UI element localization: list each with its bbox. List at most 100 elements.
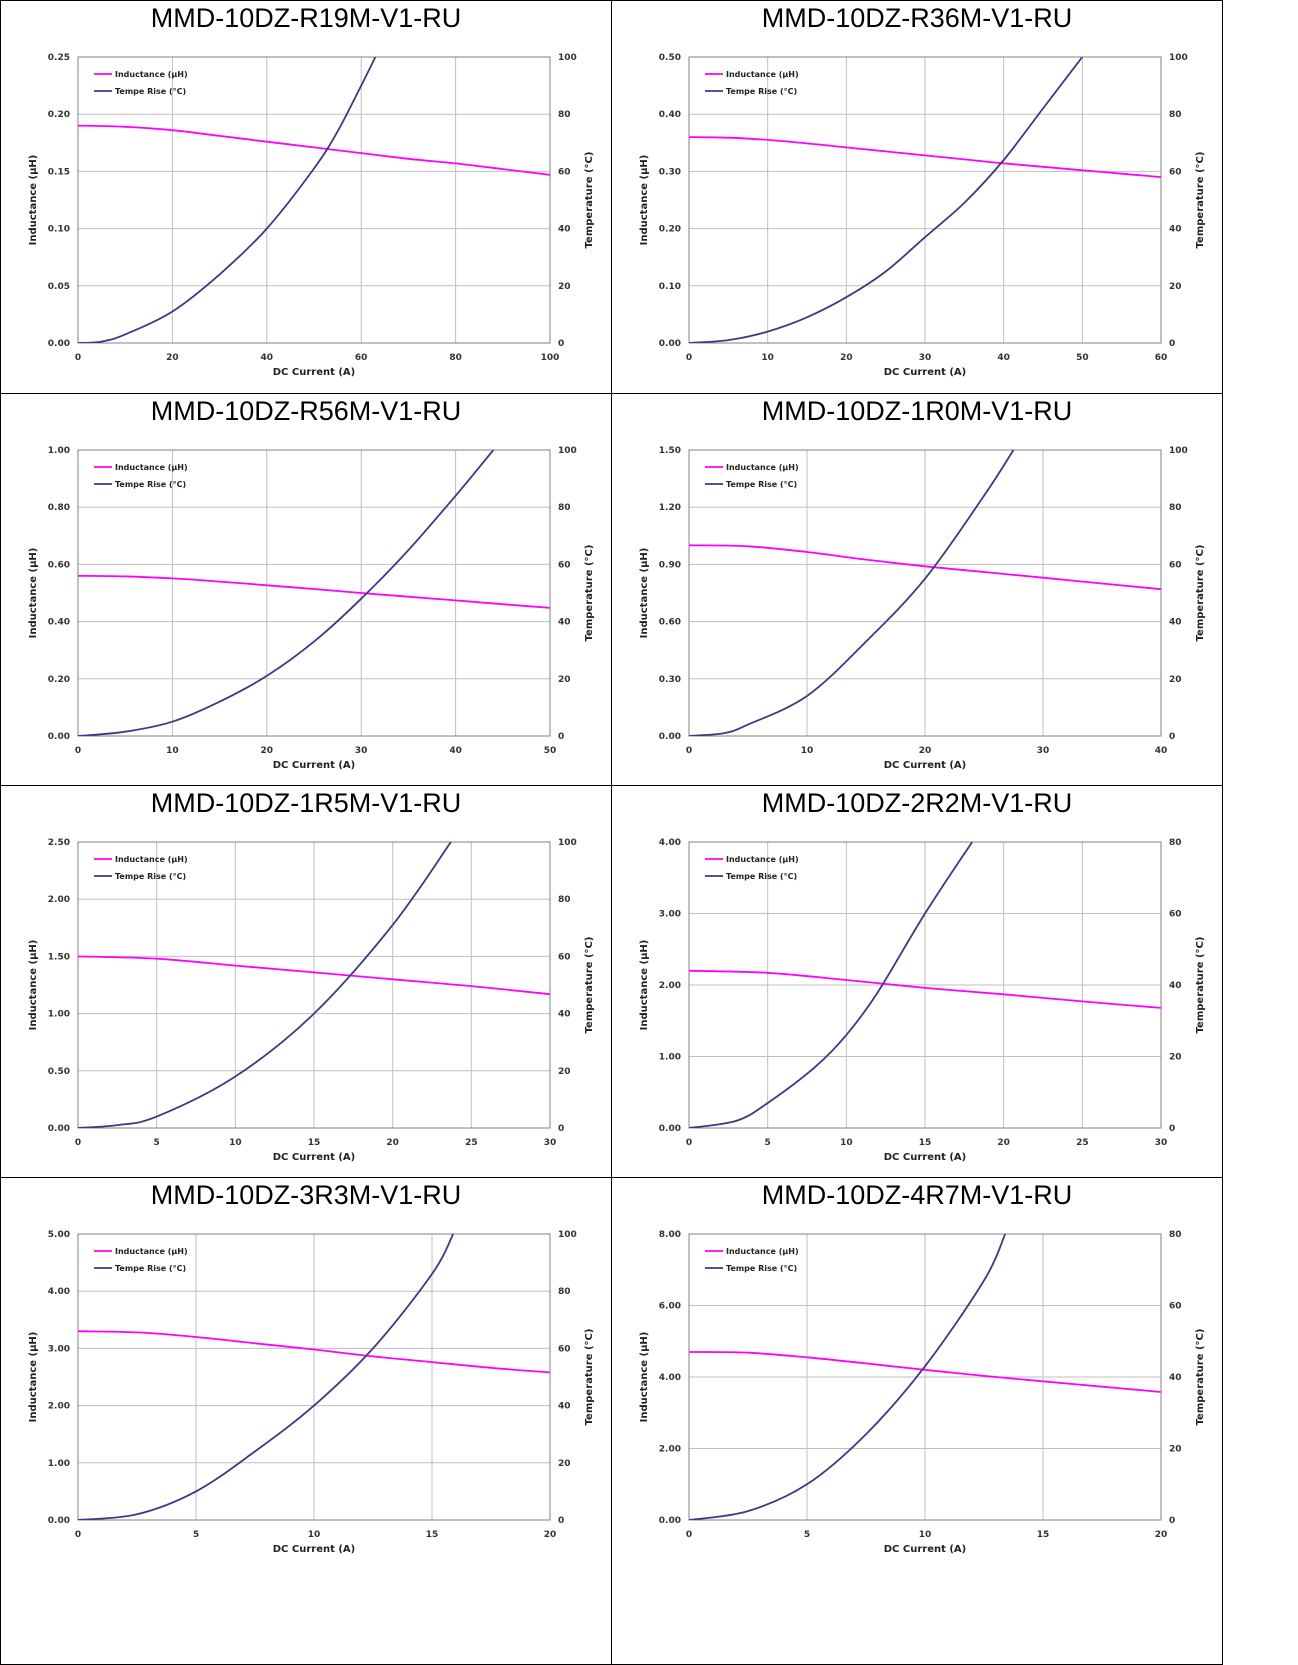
- y-right-tick-label: 100: [1169, 53, 1188, 63]
- chart-plot: 0 5 10 15 200.001.002.003.004.005.0002040608…: [28, 1230, 595, 1555]
- y-left-axis-label: Inductance (µH): [28, 155, 39, 246]
- y-right-tick-label: 100: [558, 838, 577, 848]
- x-axis-label: DC Current (A): [884, 367, 967, 378]
- y-left-tick-label: 0.15: [48, 167, 70, 177]
- legend-label: Inductance (µH): [726, 855, 799, 864]
- legend-label: Inductance (µH): [726, 70, 799, 79]
- y-left-tick-label: 4.00: [659, 1373, 681, 1383]
- y-left-tick-label: 5.00: [48, 1230, 70, 1240]
- x-tick-label: 20: [840, 353, 853, 363]
- y-left-axis-label: Inductance (µH): [639, 940, 650, 1031]
- x-tick-label: 25: [465, 1138, 478, 1148]
- x-tick-label: 20: [919, 746, 932, 756]
- x-tick-label: 100: [541, 353, 560, 363]
- x-tick-label: 80: [449, 353, 462, 363]
- y-right-tick-label: 40: [1169, 1373, 1182, 1383]
- y-left-axis-label: Inductance (µH): [28, 1332, 39, 1423]
- y-right-tick-label: 60: [558, 1344, 571, 1354]
- x-tick-label: 0: [75, 353, 81, 363]
- y-left-axis-label: Inductance (µH): [639, 548, 650, 639]
- legend-label: Tempe Rise (°C): [726, 872, 797, 881]
- x-axis-label: DC Current (A): [273, 1152, 356, 1163]
- y-right-tick-label: 40: [1169, 981, 1182, 991]
- chart-title: MMD-10DZ-R19M-V1-RU: [150, 3, 462, 33]
- x-tick-label: 20: [386, 1138, 399, 1148]
- chart-title: MMD-10DZ-3R3M-V1-RU: [150, 1180, 462, 1210]
- y-right-tick-label: 20: [1169, 1053, 1182, 1063]
- y-left-tick-label: 0.30: [659, 167, 681, 177]
- temperature-rise-series-line: [689, 842, 973, 1128]
- y-left-tick-label: 0.00: [48, 732, 70, 742]
- y-right-tick-label: 0: [558, 339, 564, 349]
- y-left-tick-label: 0.00: [659, 732, 681, 742]
- y-left-tick-label: 1.50: [659, 446, 681, 456]
- x-tick-label: 20: [261, 746, 274, 756]
- y-right-tick-label: 40: [558, 1010, 571, 1020]
- y-right-tick-label: 40: [1169, 618, 1182, 628]
- y-left-tick-label: 0.05: [48, 282, 70, 292]
- y-right-tick-label: 60: [558, 560, 571, 570]
- x-tick-label: 30: [544, 1138, 557, 1148]
- legend-label: Inductance (µH): [726, 1247, 799, 1256]
- x-axis-label: DC Current (A): [884, 760, 967, 771]
- x-axis-label: DC Current (A): [273, 1544, 356, 1555]
- x-tick-label: 0: [75, 746, 81, 756]
- temperature-rise-series-line: [689, 450, 1015, 736]
- y-left-tick-label: 6.00: [659, 1302, 681, 1312]
- x-tick-label: 15: [426, 1530, 439, 1540]
- y-right-tick-label: 60: [558, 952, 571, 962]
- y-right-tick-label: 40: [1169, 225, 1182, 235]
- x-tick-label: 60: [355, 353, 368, 363]
- x-axis-label: DC Current (A): [273, 760, 356, 771]
- plot-frame: [688, 56, 1162, 344]
- y-right-tick-label: 80: [1169, 110, 1182, 120]
- y-right-tick-label: 60: [558, 167, 571, 177]
- chart-cell: MMD-10DZ-1R5M-V1-RU 0 5 10 15 20 25 30 0.00 0.50 1…: [0, 785, 612, 1179]
- y-left-tick-label: 0.20: [48, 110, 70, 120]
- inductance-series-line: [78, 1330, 550, 1374]
- y-right-tick-label: 0: [1169, 732, 1175, 742]
- x-tick-label: 10: [308, 1530, 321, 1540]
- y-right-tick-label: 40: [558, 618, 571, 628]
- y-right-axis-label: Temperature (°C): [584, 545, 595, 642]
- x-tick-label: 10: [919, 1530, 932, 1540]
- y-left-tick-label: 0.00: [48, 1124, 70, 1134]
- x-tick-label: 5: [765, 1138, 771, 1148]
- y-left-tick-label: 0.00: [659, 1124, 681, 1134]
- y-left-tick-label: 1.00: [48, 1459, 70, 1469]
- chart-plot: 0 10 20 30 40 50 0.00 0.20 0.40 0.60 0.80 1.00 0 20 40…: [28, 446, 595, 771]
- y-left-tick-label: 0.10: [659, 282, 681, 292]
- x-tick-label: 5: [804, 1530, 810, 1540]
- x-axis-label: DC Current (A): [884, 1544, 967, 1555]
- x-tick-label: 10: [229, 1138, 242, 1148]
- x-tick-label: 40: [449, 746, 462, 756]
- x-tick-label: 0: [75, 1138, 81, 1148]
- x-axis-label: DC Current (A): [884, 1152, 967, 1163]
- chart-plot: 0 10 20 30 40 50 60 0.00 0.10 0.20 0.30 0.40 0.50 0 20…: [639, 53, 1206, 378]
- y-right-tick-label: 0: [1169, 339, 1175, 349]
- chart-plot: 0 5 10 15 20 25 30 0.00 1.00 2.00 3.00 4.00 0 20 40 60 8…: [639, 838, 1206, 1163]
- legend-label: Tempe Rise (°C): [115, 872, 186, 881]
- chart-plot: 0 5 10 15 20 25 30 0.00 0.50 1.00 1.50 2.00 2.50 0 20 4…: [28, 838, 595, 1163]
- x-tick-label: 50: [544, 746, 557, 756]
- plot-frame: [77, 841, 551, 1129]
- x-tick-label: 10: [840, 1138, 853, 1148]
- y-left-tick-label: 0.00: [659, 339, 681, 349]
- y-left-tick-label: 0.25: [48, 53, 70, 63]
- y-left-tick-label: 3.00: [659, 910, 681, 920]
- x-tick-label: 5: [193, 1530, 199, 1540]
- y-right-tick-label: 20: [558, 282, 571, 292]
- legend-label: Tempe Rise (°C): [115, 480, 186, 489]
- y-right-axis-label: Temperature (°C): [584, 937, 595, 1034]
- chart-title: MMD-10DZ-1R5M-V1-RU: [150, 788, 462, 818]
- y-left-tick-label: 0.60: [659, 618, 681, 628]
- y-left-tick-label: 8.00: [659, 1230, 681, 1240]
- chart-plot: 0 20 40 60 80 100 0.00 0.05 0.10 0.15 0.20 0.25 0 20 4…: [28, 53, 595, 378]
- legend-label: Inductance (µH): [115, 463, 188, 472]
- y-left-tick-label: 0.20: [48, 675, 70, 685]
- y-right-axis-label: Temperature (°C): [1195, 937, 1206, 1034]
- legend-label: Inductance (µH): [115, 70, 188, 79]
- x-tick-label: 20: [166, 353, 179, 363]
- y-right-tick-label: 100: [558, 53, 577, 63]
